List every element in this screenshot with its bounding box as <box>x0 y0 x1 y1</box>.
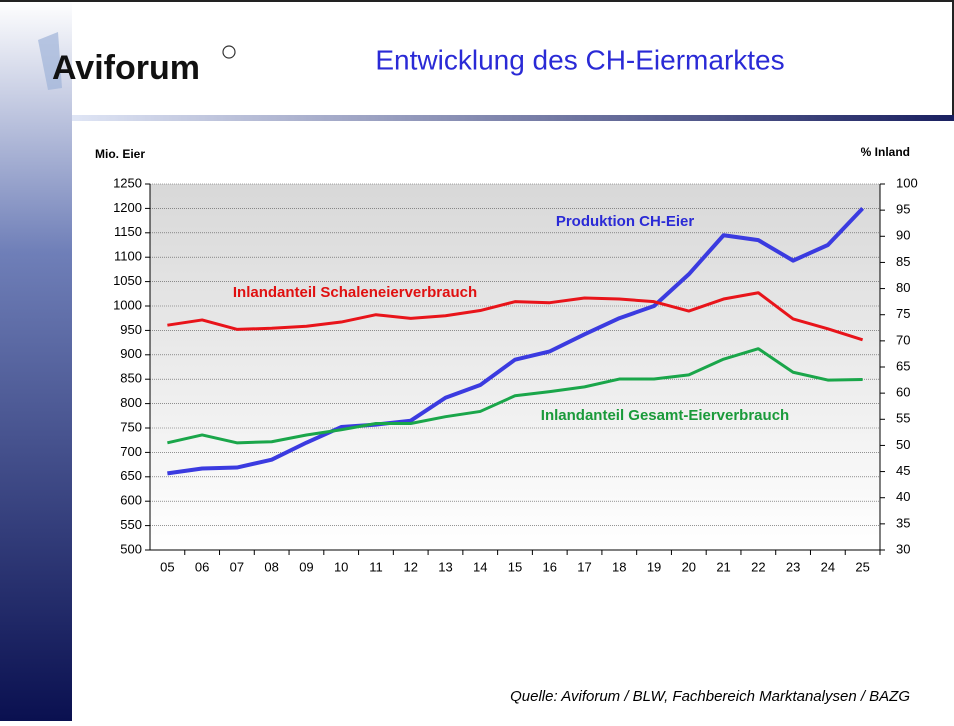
y2-tick-label: 60 <box>896 385 910 400</box>
y2-tick-label: 90 <box>896 228 910 243</box>
header-rule <box>72 115 954 121</box>
slide-title: Entwicklung des CH-Eiermarktes <box>375 44 784 75</box>
y-tick-label: 1100 <box>114 249 142 264</box>
y-tick-label: 750 <box>120 419 142 434</box>
x-tick-label: 11 <box>369 559 383 574</box>
y-tick-label: 900 <box>120 346 142 361</box>
y-tick-label: 600 <box>120 493 142 508</box>
y2-tick-label: 40 <box>896 489 910 504</box>
x-tick-label: 25 <box>855 559 869 574</box>
y2-tick-label: 55 <box>896 411 910 426</box>
source: Quelle: Aviforum / BLW, Fachbereich Mark… <box>510 688 910 705</box>
y2-tick-label: 75 <box>896 306 910 321</box>
x-tick-label: 07 <box>230 559 244 574</box>
y2-tick-label: 85 <box>896 254 910 269</box>
y-tick-label: 1200 <box>113 200 142 215</box>
side-bar <box>0 0 72 721</box>
y-tick-label: 500 <box>120 541 142 556</box>
y2-tick-label: 65 <box>896 358 910 373</box>
x-tick-label: 15 <box>508 559 522 574</box>
x-tick-label: 12 <box>403 559 417 574</box>
x-tick-label: 10 <box>334 559 348 574</box>
y2-tick-label: 100 <box>896 175 918 190</box>
x-tick-label: 08 <box>264 559 278 574</box>
x-tick-label: 23 <box>786 559 800 574</box>
x-tick-label: 19 <box>647 559 661 574</box>
y-axis-label: Mio. Eier <box>95 147 145 161</box>
x-tick-label: 13 <box>438 559 452 574</box>
y2-tick-label: 50 <box>896 437 910 452</box>
logo-mark <box>38 32 62 90</box>
x-tick-label: 21 <box>716 559 730 574</box>
y2-tick-label: 95 <box>896 202 910 217</box>
x-tick-label: 18 <box>612 559 626 574</box>
x-tick-label: 16 <box>543 559 557 574</box>
logo-badge <box>222 45 236 59</box>
y-tick-label: 700 <box>120 444 142 459</box>
y2-tick-label: 70 <box>896 332 910 347</box>
y2-tick-label: 45 <box>896 463 910 478</box>
plot: 5005506006507007508008509009501000105011… <box>113 175 918 574</box>
y-tick-label: 950 <box>120 322 142 337</box>
y2-tick-label: 30 <box>896 541 910 556</box>
y-tick-label: 1050 <box>113 273 142 288</box>
series-label: Inlandanteil Gesamt-Eierverbrauch <box>541 407 789 424</box>
y-tick-label: 800 <box>120 395 142 410</box>
y-tick-label: 1000 <box>113 297 142 312</box>
x-tick-label: 09 <box>299 559 313 574</box>
y2-tick-label: 80 <box>896 280 910 295</box>
y-tick-label: 1150 <box>114 224 142 239</box>
plot-area <box>150 184 880 550</box>
x-tick-label: 17 <box>577 559 591 574</box>
x-tick-label: 24 <box>821 559 835 574</box>
series-label: Inlandanteil Schaleneierverbrauch <box>233 284 477 301</box>
x-tick-label: 14 <box>473 559 487 574</box>
series-label: Produktion CH-Eier <box>556 213 695 230</box>
x-tick-label: 06 <box>195 559 209 574</box>
series-line <box>167 291 864 342</box>
y-tick-label: 650 <box>120 468 142 483</box>
x-tick-label: 22 <box>751 559 765 574</box>
y-tick-label: 550 <box>120 517 142 532</box>
y-tick-label: 1250 <box>113 175 142 190</box>
x-tick-label: 05 <box>160 559 174 574</box>
logo: Aviforum <box>52 49 200 87</box>
x-tick-label: 20 <box>682 559 696 574</box>
y-tick-label: 850 <box>120 371 142 386</box>
y2-tick-label: 35 <box>896 515 910 530</box>
y2-axis-label: % Inland <box>861 145 910 159</box>
series-line <box>167 207 865 476</box>
series-line <box>167 347 863 445</box>
